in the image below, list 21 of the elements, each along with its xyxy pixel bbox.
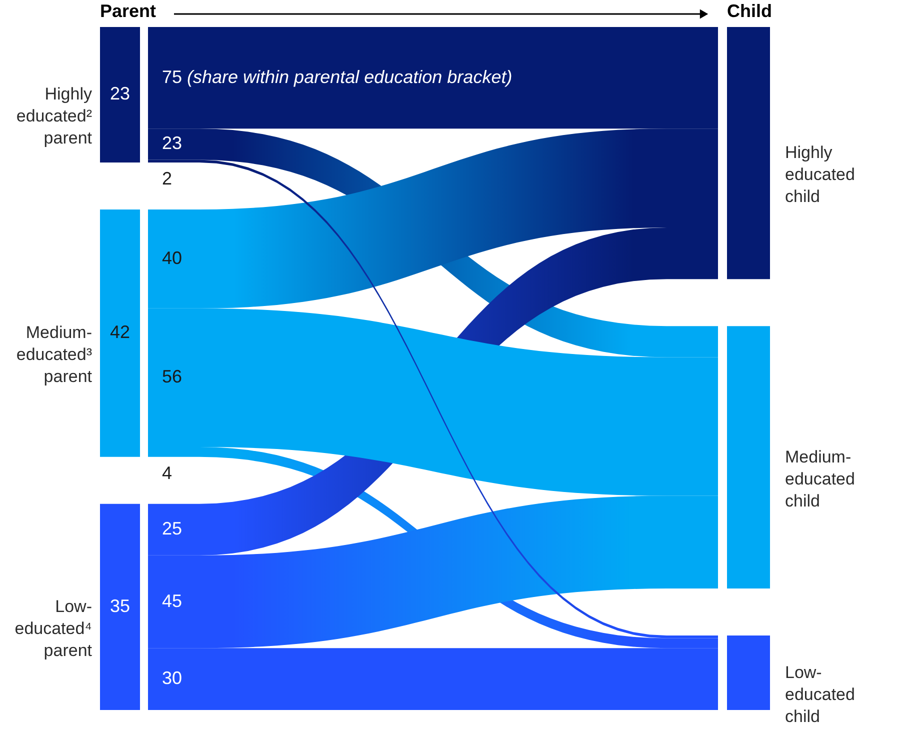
data-label: 75 (162, 66, 182, 87)
text: Parent (100, 1, 156, 21)
data-label: 30 (162, 668, 182, 688)
data-label: 45 (162, 590, 182, 611)
data-label: 25 (162, 518, 182, 539)
data-label: 35 (110, 596, 130, 616)
data-label: 23 (162, 133, 182, 154)
category-label: Low-educated child (785, 662, 855, 726)
data-label: 2 (162, 168, 172, 188)
data-label: 4 (162, 462, 172, 483)
data-label: 23 (110, 84, 130, 104)
data-label: 42 (110, 322, 130, 342)
data-label: 40 (162, 248, 182, 268)
category-label: Medium-educated child (785, 447, 855, 510)
category-label: Highly educated child (785, 143, 855, 206)
text: Child (727, 1, 772, 21)
text: (share within parental education bracket) (187, 66, 512, 87)
data-label: 56 (162, 366, 182, 387)
category-label: Low-educated⁴ parent (14, 596, 92, 660)
category-label: Medium-educated³ parent (16, 323, 92, 386)
category-label: Highly educated² parent (16, 84, 92, 148)
